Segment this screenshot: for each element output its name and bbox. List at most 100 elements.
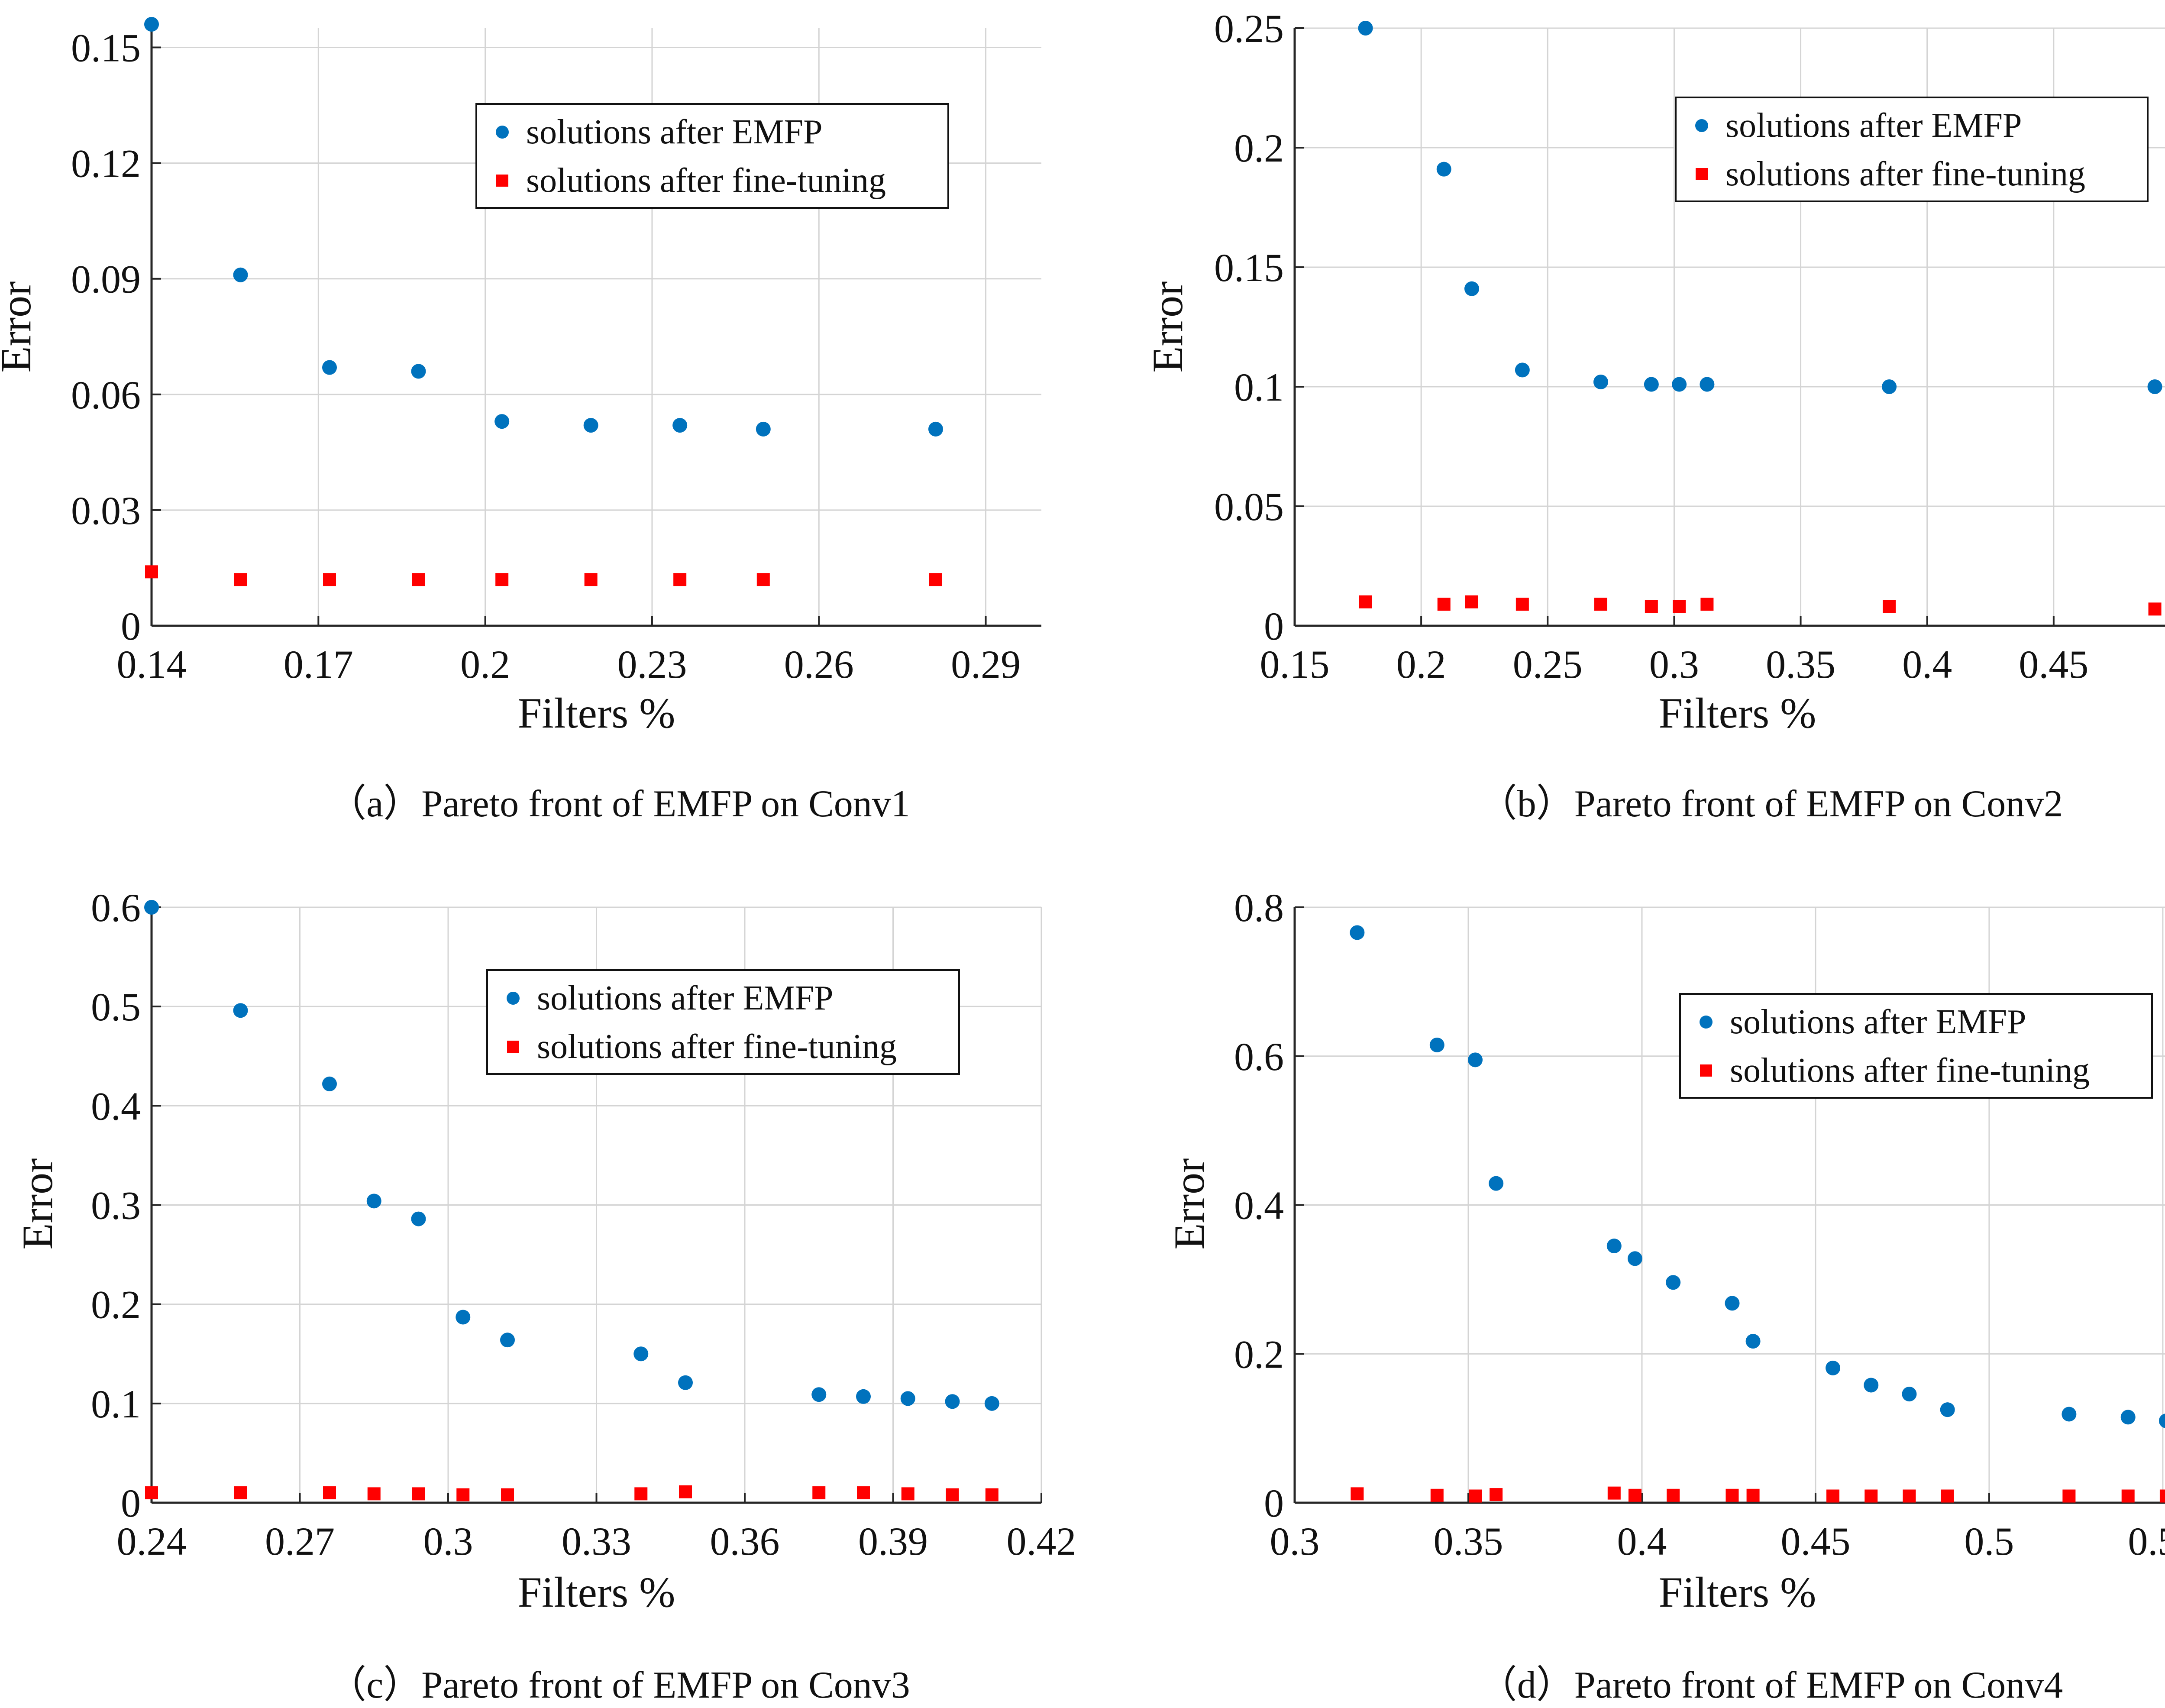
finetune-point [495, 573, 509, 586]
finetune-point [679, 1485, 692, 1498]
x-tick-label: 0.35 [1766, 642, 1835, 686]
finetune-point [584, 573, 598, 586]
legend-label: solutions after fine-tuning [1726, 155, 2085, 193]
finetune-point [1351, 1487, 1364, 1501]
y-tick-label: 0.2 [91, 1283, 141, 1327]
finetune-point [2159, 1489, 2165, 1503]
emfp-point [756, 421, 771, 437]
x-tick-label: 0.5 [1964, 1519, 2014, 1563]
emfp-point [945, 1394, 960, 1409]
y-tick-label: 0.6 [1234, 1035, 1284, 1079]
panel-caption: （a）Pareto front of EMFP on Conv1 [328, 783, 910, 825]
y-tick-label: 0 [121, 1481, 141, 1525]
finetune-point [234, 573, 247, 586]
y-axis-label: Error [0, 281, 40, 373]
legend-box [486, 969, 960, 1075]
x-tick-label: 0.27 [265, 1519, 335, 1563]
emfp-point [583, 418, 598, 433]
panel-caption: （b）Pareto front of EMFP on Conv2 [1479, 783, 2063, 825]
emfp-point [1429, 1037, 1444, 1052]
legend-marker-emfp [507, 992, 520, 1005]
emfp-point [494, 414, 510, 429]
emfp-point [1882, 379, 1897, 394]
finetune-point [2121, 1489, 2135, 1503]
x-tick-label: 0.55 [2128, 1519, 2165, 1563]
legend: solutions after EMFP solutions after fine… [486, 969, 960, 1075]
finetune-point [985, 1488, 998, 1501]
finetune-point [501, 1488, 514, 1501]
emfp-point [1358, 21, 1373, 36]
emfp-point [1350, 925, 1365, 940]
chart-panel-3: 0.24 0.27 0.3 0.33 0.36 0.39 0.42 0 0.1 0.2 0.3 0.4… [13, 886, 1076, 1706]
finetune-point [1430, 1488, 1444, 1502]
emfp-point [1627, 1251, 1642, 1266]
x-tick-label: 0.24 [117, 1519, 187, 1563]
emfp-point [144, 17, 159, 32]
y-tick-label: 0.15 [1214, 246, 1284, 290]
emfp-point [633, 1346, 649, 1362]
y-tick-label: 0.4 [91, 1084, 141, 1128]
emfp-point [928, 421, 943, 437]
finetune-point [456, 1488, 470, 1501]
finetune-point [145, 1486, 158, 1500]
finetune-point [1673, 600, 1686, 613]
legend-label: solutions after EMFP [526, 113, 822, 151]
y-axis-label: Error [1165, 1158, 1213, 1250]
legend-marker-finetune [496, 175, 508, 187]
emfp-point [2159, 1414, 2165, 1428]
legend-box [1679, 993, 2153, 1099]
finetune-point [2062, 1489, 2076, 1503]
legend-marker-emfp [1695, 119, 1708, 132]
finetune-point [812, 1486, 826, 1500]
emfp-point [233, 1003, 248, 1018]
finetune-point [1864, 1489, 1878, 1503]
emfp-point [1606, 1239, 1622, 1254]
legend-box [475, 103, 949, 209]
x-tick-label: 0.3 [1270, 1519, 1320, 1563]
finetune-point [946, 1488, 959, 1501]
emfp-point [672, 418, 688, 433]
finetune-point [1826, 1489, 1840, 1503]
emfp-point [2120, 1410, 2136, 1425]
x-tick-label: 0.33 [562, 1519, 631, 1563]
x-tick-label: 0.39 [858, 1519, 928, 1563]
finetune-point [234, 1486, 247, 1500]
emfp-point [1826, 1360, 1841, 1375]
y-tick-label: 0.25 [1214, 6, 1284, 51]
y-tick-label: 0.5 [91, 985, 141, 1029]
y-tick-label: 0.15 [71, 26, 141, 70]
emfp-point [678, 1375, 693, 1390]
finetune-point [323, 1486, 336, 1500]
x-tick-label: 0.35 [1433, 1519, 1503, 1563]
legend-label: solutions after EMFP [1726, 107, 2022, 145]
finetune-point [1516, 598, 1529, 611]
finetune-point [1490, 1488, 1503, 1501]
finetune-point [1726, 1488, 1739, 1502]
emfp-point [233, 267, 248, 282]
finetune-point [1700, 598, 1714, 611]
emfp-point [456, 1310, 471, 1325]
y-axis-label: Error [1144, 281, 1192, 373]
emfp-point [856, 1389, 871, 1404]
emfp-point [1644, 377, 1659, 392]
chart-panel-2: 0.15 0.2 0.25 0.3 0.35 0.4 0.45 0 0.05 0.1 0.15 0.2… [1144, 6, 2165, 825]
finetune-point [1469, 1489, 1482, 1503]
finetune-point [1903, 1489, 1916, 1503]
x-tick-label: 0.25 [1513, 642, 1583, 686]
legend-label: solutions after EMFP [537, 979, 833, 1017]
emfp-point [1672, 377, 1687, 392]
x-tick-label: 0.14 [117, 642, 187, 686]
legend-marker-finetune [1696, 168, 1708, 180]
finetune-point [1465, 595, 1478, 608]
legend-label: solutions after fine-tuning [1730, 1051, 2090, 1090]
legend-label: solutions after EMFP [1730, 1003, 2026, 1041]
finetune-point [367, 1487, 381, 1501]
finetune-point [673, 573, 687, 586]
finetune-point [1437, 598, 1451, 611]
y-tick-label: 0.1 [1234, 365, 1284, 409]
x-tick-label: 0.23 [617, 642, 687, 686]
finetune-point [901, 1487, 914, 1501]
y-tick-label: 0.3 [91, 1184, 141, 1228]
x-axis-label: Filters % [1659, 1568, 1816, 1616]
emfp-point [1725, 1296, 1740, 1311]
